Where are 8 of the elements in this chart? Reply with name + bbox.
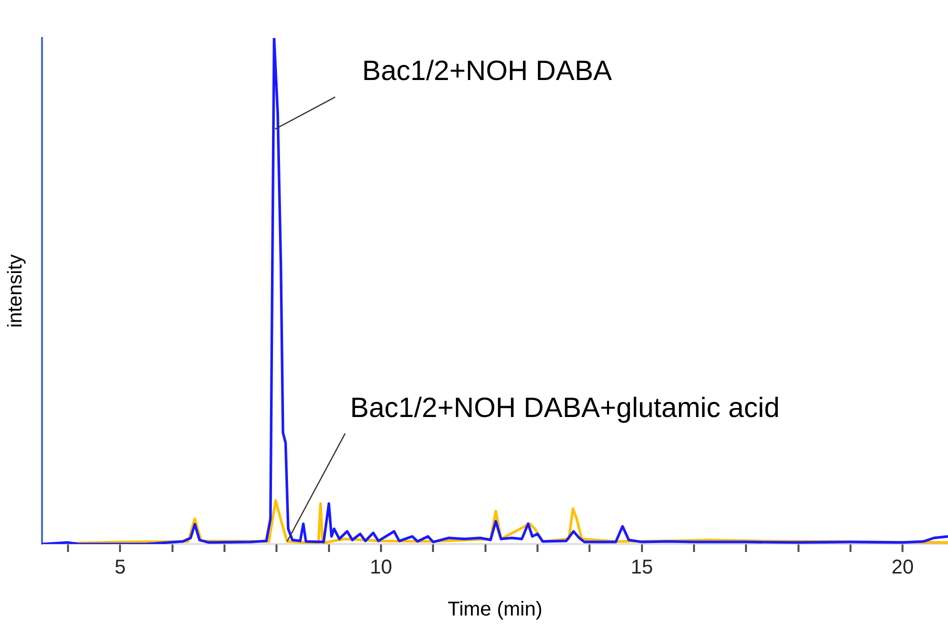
x-tick-label: 10 [370,556,392,579]
annotation: Bac1/2+NOH DABA [362,54,612,86]
x-tick-label: 5 [114,556,126,579]
x-axis-title: Time (min) [448,598,542,621]
x-tick-label: 15 [630,556,653,579]
y-axis-title: intensity [4,254,27,328]
annotation: Bac1/2+NOH DABA+glutamic acid [350,392,780,424]
x-tick-label: 20 [891,556,914,579]
